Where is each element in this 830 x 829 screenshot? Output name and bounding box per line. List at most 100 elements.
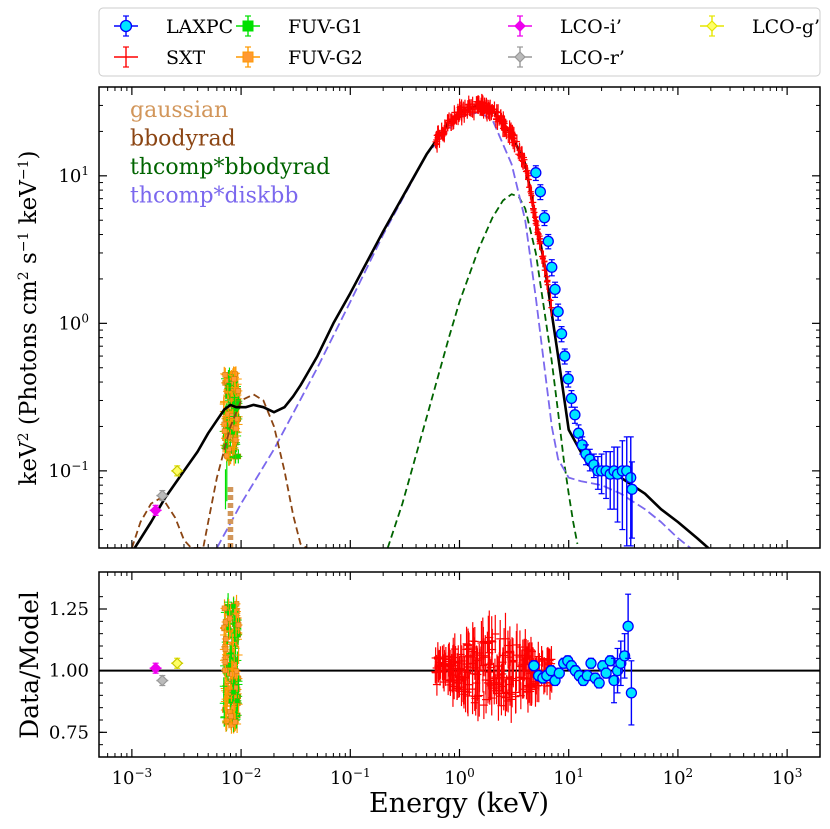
laxpc-point bbox=[572, 427, 585, 439]
legend-marker bbox=[119, 19, 133, 33]
laxpc-point bbox=[530, 167, 542, 179]
fuv-point bbox=[234, 416, 241, 422]
legend-marker bbox=[706, 20, 718, 32]
fuv-ratio-point bbox=[230, 603, 237, 610]
fuv-point bbox=[232, 437, 239, 443]
legend-label: LCO-i’ bbox=[560, 16, 622, 38]
x-tick-label: 102 bbox=[663, 766, 694, 789]
x-tick-label-base: 10 bbox=[221, 768, 244, 789]
x-tick-label-base: 10 bbox=[663, 768, 686, 789]
fuv-ratio-point bbox=[222, 659, 229, 665]
fuv-ratio-point bbox=[226, 615, 233, 622]
lco-ratio-point bbox=[149, 662, 162, 675]
y-tick-label-base: 10 bbox=[58, 313, 81, 334]
fuv-ratio-point bbox=[230, 689, 237, 696]
x-tick-label-exp: 1 bbox=[576, 766, 584, 780]
fuv-point bbox=[226, 382, 232, 389]
laxpc-ratio-point bbox=[625, 687, 638, 699]
legend-label: LCO-g’ bbox=[752, 16, 820, 38]
laxpc-ratio-point bbox=[585, 657, 597, 669]
fuv-ratio-point bbox=[222, 619, 229, 625]
lco-ratio-point bbox=[171, 657, 184, 670]
legend-marker bbox=[242, 51, 254, 63]
y-tick-label-exp: 1 bbox=[81, 164, 89, 178]
y-tick-label-exp: −1 bbox=[71, 459, 89, 473]
fuv-point bbox=[226, 446, 232, 452]
lco-point bbox=[171, 465, 184, 477]
legend: LAXPC FUV-G1 LCO-i’ LCO-g’ SXT FUV-G2 LCO-r’ bbox=[98, 7, 821, 77]
fuv-ratio-point bbox=[233, 668, 240, 674]
laxpc-ratio-point bbox=[600, 667, 612, 679]
x-axis-label: Energy (keV) bbox=[369, 788, 549, 819]
laxpc-ratio-point bbox=[553, 667, 565, 679]
laxpc-point bbox=[565, 392, 578, 405]
fuv-ratio-point bbox=[228, 713, 234, 720]
x-tick-label-base: 10 bbox=[553, 768, 576, 789]
legend-label: FUV-G1 bbox=[288, 16, 363, 38]
laxpc-ratio-point bbox=[593, 677, 605, 689]
legend-marker bbox=[514, 20, 526, 32]
x-tick-label-exp: −2 bbox=[244, 766, 262, 780]
laxpc-point bbox=[559, 350, 571, 362]
fuv-ratio-point bbox=[232, 719, 238, 725]
laxpc-point bbox=[538, 212, 551, 224]
y-tick-label-base: 10 bbox=[58, 166, 81, 187]
laxpc-point bbox=[534, 186, 547, 198]
component-label: thcomp*bbodyrad bbox=[130, 155, 330, 180]
legend-label: SXT bbox=[166, 47, 206, 69]
laxpc-point bbox=[626, 483, 638, 495]
x-tick-label-exp: −3 bbox=[134, 766, 152, 780]
x-tick-label: 101 bbox=[553, 766, 584, 789]
legend-label: FUV-G2 bbox=[288, 47, 363, 69]
lco-point bbox=[156, 489, 169, 502]
y-tick-label: 1.00 bbox=[49, 661, 89, 682]
x-tick-label-base: 10 bbox=[330, 768, 353, 789]
x-tick-label: 100 bbox=[444, 766, 475, 789]
x-tick-label-exp: 2 bbox=[686, 766, 694, 780]
fuv-ratio-point bbox=[235, 622, 242, 628]
laxpc-ratio-point bbox=[622, 620, 634, 632]
laxpc-point bbox=[562, 373, 574, 385]
legend-label: LAXPC bbox=[166, 16, 233, 38]
x-tick-label: 103 bbox=[772, 766, 803, 789]
legend-marker bbox=[514, 51, 526, 63]
fuv-ratio-point bbox=[234, 698, 241, 704]
laxpc-point bbox=[625, 471, 637, 484]
y-tick-label: 10−1 bbox=[48, 459, 89, 482]
laxpc-point bbox=[555, 328, 568, 340]
component-label: thcomp*diskbb bbox=[130, 184, 298, 209]
y-axis-label-bottom: Data/Model bbox=[15, 591, 44, 739]
laxpc-point bbox=[542, 235, 554, 247]
x-tick-label: 10−1 bbox=[330, 766, 371, 789]
fuv-ratio-point bbox=[227, 698, 234, 704]
fuv-ratio-point bbox=[223, 636, 229, 642]
legend-marker bbox=[242, 20, 254, 32]
lco-ratio-point bbox=[156, 674, 169, 687]
fuv-point bbox=[235, 388, 242, 394]
y-tick-label: 1.25 bbox=[49, 599, 89, 620]
laxpc-point bbox=[546, 261, 558, 273]
y-tick-label: 100 bbox=[58, 311, 89, 334]
x-tick-label-exp: 0 bbox=[467, 766, 475, 780]
fuv-point bbox=[222, 372, 229, 378]
lco-point bbox=[149, 504, 162, 517]
fuv-point bbox=[235, 453, 242, 460]
x-tick-label-base: 10 bbox=[112, 768, 135, 789]
laxpc-ratio-point bbox=[528, 660, 540, 672]
legend-label: LCO-r’ bbox=[560, 47, 625, 69]
component-label: gaussian bbox=[130, 98, 228, 123]
x-tick-label: 10−2 bbox=[221, 766, 262, 789]
fuv-point bbox=[233, 425, 239, 432]
fuv-point bbox=[221, 428, 228, 434]
x-tick-label-exp: 3 bbox=[795, 766, 803, 780]
laxpc-point bbox=[552, 306, 564, 318]
fuv-point bbox=[231, 376, 237, 382]
laxpc-point bbox=[549, 283, 561, 295]
y-tick-label: 101 bbox=[58, 164, 89, 187]
y-tick-label: 0.75 bbox=[49, 722, 89, 743]
x-tick-label-base: 10 bbox=[444, 768, 467, 789]
x-tick-label: 10−3 bbox=[112, 766, 153, 789]
